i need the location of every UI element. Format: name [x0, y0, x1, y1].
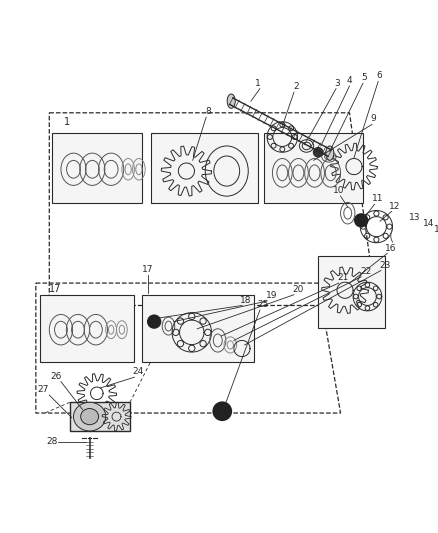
Text: 3: 3	[334, 79, 340, 88]
Text: 4: 4	[347, 76, 352, 85]
Ellipse shape	[326, 146, 334, 160]
Text: 1: 1	[64, 117, 70, 127]
Text: 28: 28	[46, 437, 58, 446]
Bar	[141, 295, 254, 362]
Bar	[318, 256, 385, 328]
Ellipse shape	[74, 402, 106, 431]
Text: 20: 20	[293, 285, 304, 294]
Text: 22: 22	[360, 267, 371, 276]
Text: 27: 27	[37, 385, 49, 394]
Ellipse shape	[212, 401, 232, 421]
Text: 23: 23	[380, 261, 391, 270]
Text: 26: 26	[50, 372, 61, 381]
Text: 6: 6	[376, 71, 382, 79]
Text: 13: 13	[409, 213, 420, 222]
Text: 1: 1	[255, 79, 261, 88]
Text: 21: 21	[338, 273, 349, 282]
Text: 12: 12	[389, 201, 400, 211]
Text: 18: 18	[240, 296, 251, 304]
Ellipse shape	[354, 213, 368, 228]
Bar	[265, 133, 363, 203]
Polygon shape	[70, 402, 130, 431]
Text: 5: 5	[361, 74, 367, 83]
Text: 15: 15	[434, 225, 438, 234]
Ellipse shape	[313, 147, 324, 158]
Ellipse shape	[81, 409, 99, 425]
Ellipse shape	[227, 94, 235, 108]
Bar	[40, 295, 134, 362]
Text: 17: 17	[142, 265, 154, 274]
Text: 10: 10	[333, 186, 345, 195]
Bar	[151, 133, 258, 203]
Text: 24: 24	[132, 367, 144, 376]
Text: 9: 9	[370, 114, 376, 123]
Text: 25: 25	[257, 300, 268, 309]
Text: 8: 8	[205, 108, 211, 116]
Ellipse shape	[147, 314, 161, 329]
Text: 16: 16	[385, 244, 396, 253]
Text: 19: 19	[266, 291, 277, 300]
Text: 11: 11	[372, 195, 384, 203]
Text: 2: 2	[293, 82, 299, 91]
Bar	[52, 133, 141, 203]
Text: 14: 14	[423, 219, 434, 228]
Text: 17: 17	[49, 284, 62, 294]
